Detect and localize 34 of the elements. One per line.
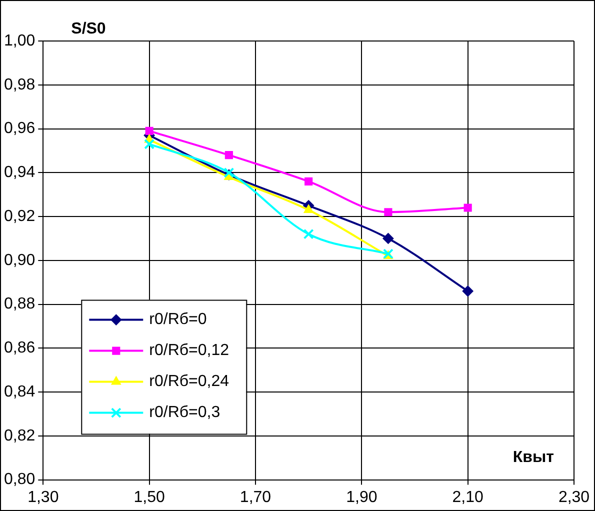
y-tick-label: 0,86 <box>4 340 36 357</box>
point <box>304 204 314 213</box>
legend-label: r0/Rб=0 <box>149 311 207 328</box>
y-tick-label: 0,92 <box>4 208 36 225</box>
x-tick-label: 1,30 <box>28 488 59 506</box>
x-tick-label: 2,30 <box>558 488 590 506</box>
x-tick-label: 1,50 <box>134 488 165 506</box>
x-tick-label: 2,10 <box>452 488 484 506</box>
point <box>145 126 154 135</box>
legend-label: r0/Rб=0,24 <box>149 373 230 390</box>
y-tick-label: 0,96 <box>4 120 36 138</box>
point <box>224 167 234 178</box>
y-tick-label: 0,90 <box>4 252 36 269</box>
y-tick-label: 0,94 <box>4 164 36 182</box>
point <box>382 232 394 244</box>
point <box>224 151 233 160</box>
point <box>304 177 313 186</box>
point <box>384 208 392 216</box>
y-axis-title: S/S0 <box>71 20 106 38</box>
y-tick-label: 0,82 <box>4 427 36 444</box>
x-tick-label: 1,70 <box>240 488 272 506</box>
point <box>303 228 314 240</box>
y-tick-label: 0,88 <box>4 296 36 313</box>
x-tick-label: 1,90 <box>346 488 378 506</box>
y-tick-label: 1,00 <box>4 32 36 50</box>
point <box>464 204 472 212</box>
x-axis-title: Квыт <box>512 449 554 466</box>
y-tick-label: 0,98 <box>4 76 36 94</box>
legend-label: r0/Rб=0,3 <box>149 404 220 422</box>
point <box>462 286 474 297</box>
y-tick-label: 0,84 <box>4 383 36 400</box>
y-tick-label: 0,80 <box>4 471 36 488</box>
legend-label: r0/Rб=0,12 <box>149 342 230 360</box>
point <box>144 138 155 150</box>
